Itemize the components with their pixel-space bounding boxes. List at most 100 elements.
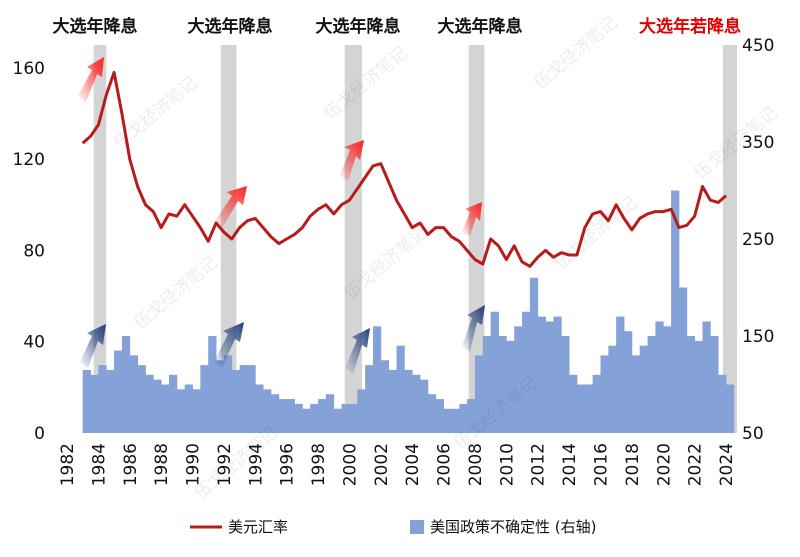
bar — [443, 408, 452, 433]
bar — [137, 365, 146, 433]
y2-tick-label: 150 — [742, 327, 774, 347]
bar — [365, 365, 374, 433]
bar — [561, 336, 570, 433]
arrow — [462, 202, 482, 236]
bar — [184, 384, 193, 433]
bar — [663, 326, 672, 433]
arrow — [214, 322, 244, 368]
annotation: 大选年若降息 — [639, 16, 741, 37]
bar — [192, 389, 201, 433]
bar — [647, 336, 656, 433]
bar — [98, 365, 107, 433]
bar — [694, 340, 703, 433]
bar — [302, 408, 311, 433]
x-tick-label: 2016 — [591, 443, 611, 486]
watermark: 伍戈经济笔记 — [320, 43, 411, 124]
x-tick-label: 2008 — [466, 443, 486, 486]
bar — [474, 355, 484, 433]
bar — [482, 336, 492, 433]
bar — [223, 355, 233, 433]
bar — [624, 331, 633, 433]
bar — [498, 336, 507, 433]
watermark: 伍戈经济笔记 — [130, 253, 221, 334]
y-tick-label: 40 — [23, 333, 45, 353]
bar — [294, 403, 303, 433]
bar — [263, 389, 272, 433]
bar — [145, 374, 154, 433]
y2-tick-label: 350 — [742, 133, 774, 153]
bar — [216, 360, 225, 433]
bar — [388, 369, 397, 433]
bar — [420, 379, 429, 433]
bar — [608, 345, 617, 433]
y2-tick-label: 250 — [742, 230, 774, 250]
y2-tick-label: 450 — [742, 36, 774, 56]
y-tick-label: 120 — [13, 150, 45, 170]
watermark: 伍戈经济笔记 — [190, 423, 281, 504]
watermark: 伍戈经济笔记 — [110, 73, 201, 154]
bar — [106, 369, 115, 433]
bar — [467, 399, 476, 433]
bar — [341, 403, 350, 433]
x-tick-label: 2020 — [654, 443, 674, 486]
y2-tick-label: 50 — [742, 424, 764, 444]
bar — [584, 384, 594, 433]
y-tick-label: 80 — [23, 241, 45, 261]
x-tick-label: 2000 — [340, 443, 360, 486]
bar — [631, 355, 641, 433]
legend-swatch — [410, 520, 424, 534]
bar — [529, 277, 539, 433]
bar — [726, 384, 735, 433]
watermark: 伍戈经济笔记 — [530, 13, 621, 94]
bar — [506, 340, 515, 433]
watermark: 伍戈经济笔记 — [550, 193, 641, 274]
annotation: 大选年降息 — [53, 16, 138, 37]
line — [81, 70, 728, 268]
bar — [200, 365, 209, 433]
x-tick-label: 1982 — [58, 443, 78, 486]
bar — [333, 408, 342, 433]
x-tick-label: 2010 — [497, 443, 517, 486]
x-tick-label: 2018 — [623, 443, 643, 486]
bar — [537, 316, 546, 433]
bar — [310, 403, 319, 433]
bar — [616, 316, 625, 433]
bar — [553, 316, 562, 433]
bar — [412, 374, 421, 433]
bar — [176, 389, 186, 433]
bar — [247, 365, 256, 433]
arrow — [214, 186, 247, 228]
bar — [451, 408, 460, 433]
bar — [349, 403, 358, 433]
bar — [380, 360, 390, 433]
bar — [357, 389, 366, 433]
annotation: 大选年降息 — [188, 16, 273, 37]
bar — [90, 374, 99, 433]
bar — [325, 394, 335, 433]
bar — [576, 384, 586, 433]
bar — [686, 336, 696, 433]
bar — [592, 374, 601, 433]
arrow — [462, 305, 485, 352]
bar — [522, 311, 531, 433]
bar — [121, 336, 131, 433]
x-tick-label: 1984 — [89, 443, 109, 486]
x-tick-label: 2024 — [717, 443, 737, 486]
x-tick-label: 1990 — [184, 443, 204, 486]
bar — [600, 355, 609, 433]
x-tick-label: 2006 — [435, 443, 455, 486]
x-tick-label: 1992 — [215, 443, 235, 486]
bar — [153, 379, 162, 433]
arrows — [78, 57, 485, 374]
x-tick-label: 1988 — [152, 443, 172, 486]
bar — [278, 399, 288, 433]
bar — [655, 321, 664, 433]
bar — [129, 355, 139, 433]
bar — [255, 384, 264, 433]
bar — [168, 374, 178, 433]
bar — [678, 287, 688, 433]
bar — [459, 403, 468, 433]
bar — [490, 311, 499, 433]
